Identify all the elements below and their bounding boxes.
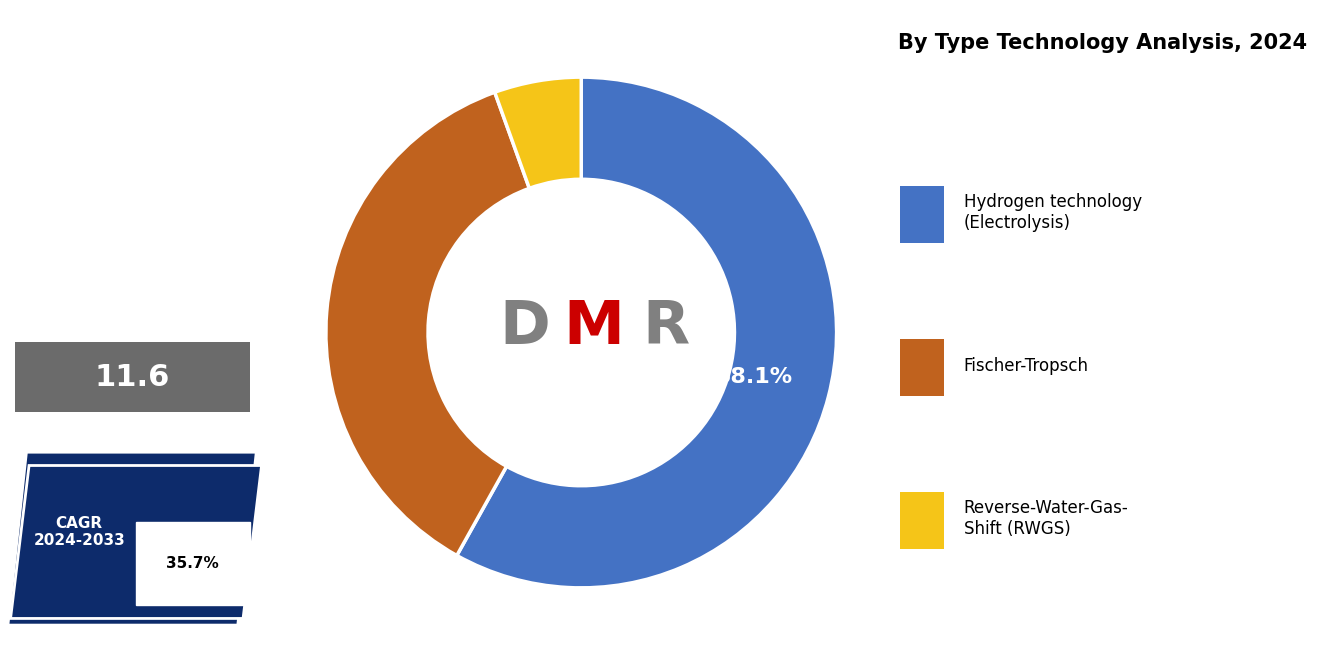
Text: Fischer-Tropsch: Fischer-Tropsch [963,356,1089,375]
Wedge shape [495,77,581,188]
Text: D: D [499,298,551,357]
Text: R: R [642,298,690,357]
FancyBboxPatch shape [136,522,250,605]
Wedge shape [326,92,530,555]
Text: Reverse-Water-Gas-
Shift (RWGS): Reverse-Water-Gas- Shift (RWGS) [963,499,1128,538]
Text: Global E-fuels
Market Size
(USD Billion), 2024: Global E-fuels Market Size (USD Billion)… [44,266,221,331]
Polygon shape [11,465,262,618]
Text: CAGR
2024-2033: CAGR 2024-2033 [33,516,125,548]
Polygon shape [8,452,256,625]
FancyBboxPatch shape [901,492,945,549]
Text: 58.1%: 58.1% [716,368,793,388]
Text: 35.7%: 35.7% [166,557,219,571]
FancyBboxPatch shape [901,339,945,396]
FancyBboxPatch shape [15,342,250,412]
Text: Hydrogen technology
(Electrolysis): Hydrogen technology (Electrolysis) [963,194,1141,232]
Wedge shape [457,77,836,588]
Text: Dimension
Market
Research: Dimension Market Research [50,47,214,144]
Text: M: M [564,298,625,357]
Text: By Type Technology Analysis, 2024: By Type Technology Analysis, 2024 [898,33,1308,53]
FancyBboxPatch shape [901,186,945,243]
Text: 11.6: 11.6 [94,363,170,392]
